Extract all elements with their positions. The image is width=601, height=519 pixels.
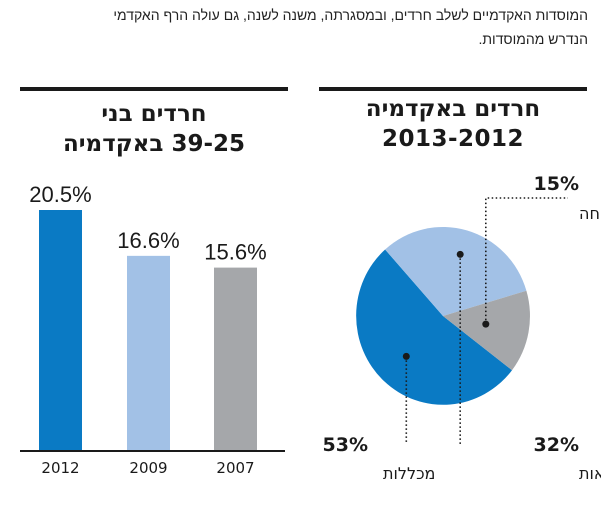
intro-line-1: המוסדות האקדמיים לשלב חרדים, ובמסגרתה, מ…	[113, 7, 588, 23]
pie-percent-label-2: 15%	[534, 173, 579, 195]
bar-tick-label-2012: 2012	[41, 459, 79, 477]
bar-value-label-2009: 16.6%	[117, 228, 179, 253]
bar-2009	[127, 255, 170, 451]
bar-value-label-2012: 20.5%	[29, 182, 91, 207]
intro-line-2: הנדרש מהמוסדות.	[478, 31, 588, 47]
pie-chart: 53% מכללות 32%אוניברסיטאות 15%אונ׳ פתוחה	[323, 173, 601, 483]
pie-percent-label-1: 32%	[534, 434, 579, 456]
pie-slice-label-0: מכללות	[383, 464, 435, 483]
pie-panel-divider	[319, 87, 587, 91]
bar-title-line-2: 39-25 באקדמיה	[62, 131, 245, 157]
bar-chart: 20.5% 2012 16.6% 2009 15.6% 2007	[29, 182, 266, 477]
pie-slice-0	[356, 249, 512, 405]
pie-slice-2	[443, 290, 530, 371]
pie-leader-line-2	[484, 197, 568, 325]
pie-slice-1	[385, 226, 527, 316]
pie-slice-label-1: אוניברסיטאות	[579, 464, 601, 483]
bar-title-line-1: חרדים בני	[101, 101, 207, 127]
pie-title-line-2: 2013-2012	[381, 126, 525, 152]
pie-percent-label-0: 53%	[323, 434, 368, 456]
intro-text: המוסדות האקדמיים לשלב חרדים, ובמסגרתה, מ…	[10, 3, 588, 51]
pie-leader-dot-2	[482, 320, 490, 328]
bar-2012	[39, 210, 82, 451]
bar-tick-label-2007: 2007	[216, 459, 254, 477]
bar-2007	[214, 267, 257, 451]
pie-slice-label-2: אונ׳ פתוחה	[579, 204, 601, 223]
bar-value-label-2007: 15.6%	[204, 240, 266, 265]
pie-leader-dot-0	[402, 352, 410, 360]
bar-tick-label-2009: 2009	[129, 459, 167, 477]
pie-title-line-1: חרדים באקדמיה	[365, 96, 541, 122]
pie-leader-dot-1	[456, 250, 464, 258]
bar-panel-divider	[20, 87, 288, 91]
pie-chart-title: חרדים באקדמיה 2013-2012	[319, 94, 587, 154]
bar-chart-title: חרדים בני 39-25 באקדמיה	[20, 99, 288, 159]
